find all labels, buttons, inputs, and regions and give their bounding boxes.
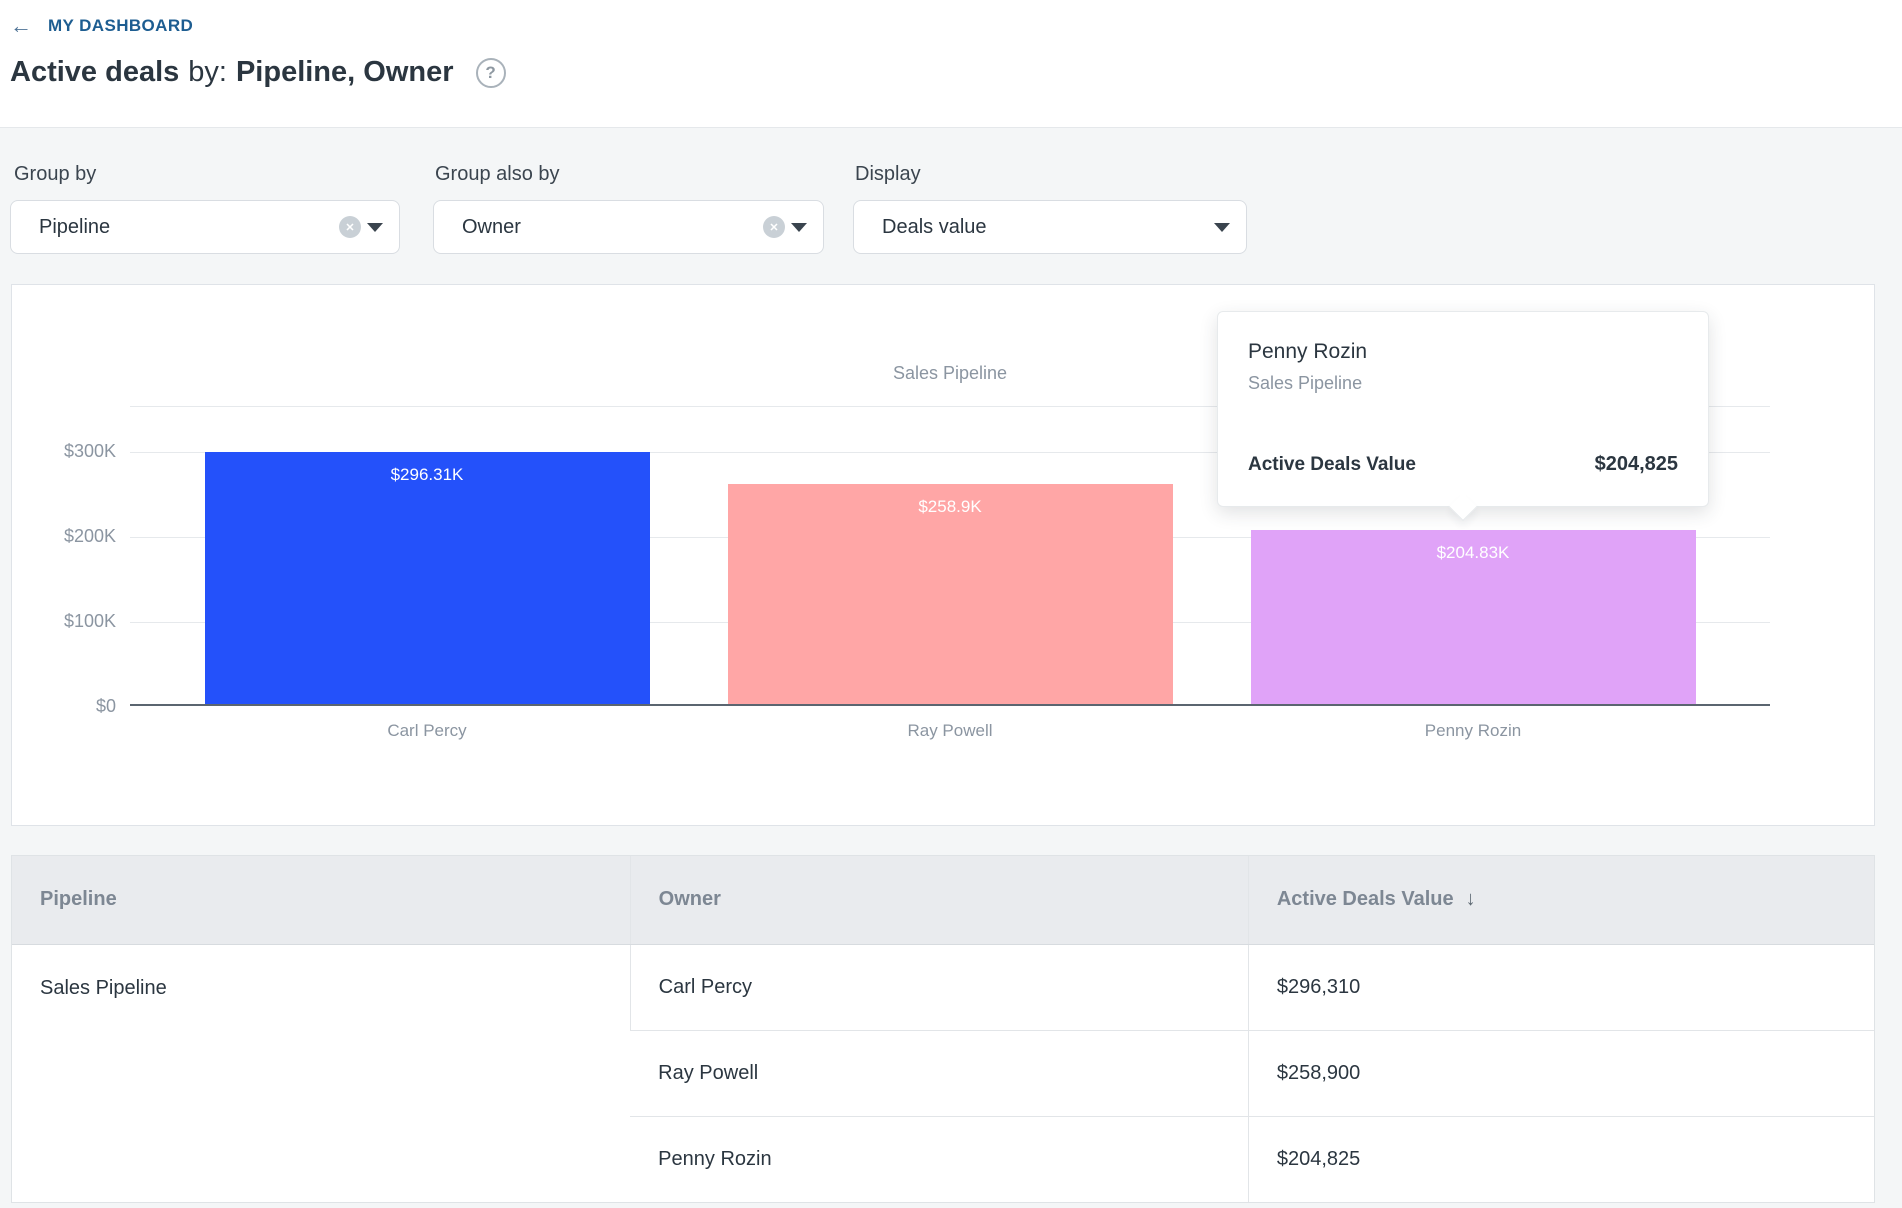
owner-cell: Carl Percy: [629, 944, 1249, 1030]
display-value: Deals value: [882, 215, 987, 238]
page-header: ← MY DASHBOARD Active deals by: Pipeline…: [0, 0, 1902, 128]
owner-cell: Ray Powell: [630, 1029, 1249, 1116]
x-axis-label: Penny Rozin: [1424, 721, 1522, 740]
chart-title: Sales Pipeline: [892, 363, 1008, 383]
column-header-pipeline[interactable]: Pipeline: [12, 856, 631, 945]
y-axis-tick: $100K: [63, 611, 116, 631]
display-label: Display: [855, 163, 921, 185]
plot-area: $296.31K $258.9K $204.83K: [130, 406, 1770, 706]
tooltip-pipeline-name: Sales Pipeline: [1248, 373, 1363, 393]
table-row: Sales Pipeline Carl Percy $296,310: [12, 944, 1874, 1202]
column-header-owner[interactable]: Owner: [629, 856, 1249, 945]
column-header-active-deals-value[interactable]: Active Deals Value ↓: [1247, 856, 1874, 945]
y-axis-tick: $300K: [63, 441, 116, 461]
chart-panel: Sales Pipeline $0 $100K $200K $300K $296…: [11, 284, 1875, 826]
results-table: Pipeline Owner Active Deals Value ↓ Sales…: [11, 855, 1875, 1203]
x-axis-label: Ray Powell: [907, 721, 993, 740]
title-groupings: Pipeline, Owner: [235, 56, 454, 88]
group-also-by-dropdown[interactable]: Owner ✕: [433, 200, 824, 254]
clear-icon[interactable]: ✕: [339, 216, 361, 238]
breadcrumb-label[interactable]: MY DASHBOARD: [48, 16, 194, 35]
bar-carl-percy[interactable]: $296.31K: [204, 452, 650, 704]
breadcrumb[interactable]: ← MY DASHBOARD: [10, 14, 193, 38]
help-icon[interactable]: ?: [475, 57, 506, 88]
bar-group: $296.31K $258.9K $204.83K: [130, 452, 1770, 704]
group-by-dropdown[interactable]: Pipeline ✕: [10, 200, 400, 254]
group-by-label: Group by: [14, 163, 97, 185]
bar-value-label: $296.31K: [390, 465, 464, 484]
x-axis-label: Carl Percy: [387, 721, 467, 740]
bar-penny-rozin[interactable]: $204.83K: [1250, 530, 1696, 704]
group-also-by-label: Group also by: [435, 163, 560, 185]
group-also-by-value: Owner: [462, 215, 521, 238]
group-by-value: Pipeline: [39, 215, 111, 238]
gridline: [130, 452, 1770, 453]
table-row: Ray Powell $258,900: [12, 1029, 1874, 1116]
table-row: Penny Rozin $204,825: [12, 1115, 1874, 1202]
tooltip-metric-value: $204,825: [1594, 453, 1678, 475]
tooltip-metric-row: Active Deals Value $204,825: [1248, 453, 1678, 476]
y-axis-tick: $0: [95, 696, 116, 716]
back-arrow-icon[interactable]: ←: [10, 13, 32, 38]
value-cell: $296,310: [1247, 944, 1874, 1030]
x-axis-labels: Carl Percy Ray Powell Penny Rozin: [130, 721, 1770, 741]
y-axis-tick: $200K: [63, 526, 116, 546]
clear-icon[interactable]: ✕: [763, 216, 785, 238]
bar-ray-powell[interactable]: $258.9K: [727, 484, 1173, 704]
bar-value-label: $258.9K: [918, 497, 982, 516]
tooltip-metric-label: Active Deals Value: [1248, 454, 1416, 475]
column-header-label: Active Deals Value: [1276, 888, 1454, 911]
report-name: Active deals: [10, 56, 180, 88]
chevron-down-icon[interactable]: [1214, 222, 1230, 232]
title-by-text: by:: [188, 56, 227, 88]
pipeline-cell: Sales Pipeline: [12, 944, 631, 1202]
chevron-down-icon[interactable]: [791, 222, 807, 232]
display-dropdown[interactable]: Deals value: [853, 200, 1247, 254]
owner-cell: Penny Rozin: [630, 1115, 1249, 1202]
sort-descending-icon[interactable]: ↓: [1465, 888, 1476, 911]
value-cell: $204,825: [1247, 1115, 1874, 1202]
value-cell: $258,900: [1247, 1029, 1874, 1116]
page-title: Active deals by: Pipeline, Owner ?: [10, 56, 506, 89]
chevron-down-icon[interactable]: [367, 222, 383, 232]
chart-tooltip: Penny Rozin Sales Pipeline Active Deals …: [1217, 311, 1709, 507]
bar-value-label: $204.83K: [1436, 543, 1510, 562]
table-header-row: Pipeline Owner Active Deals Value ↓: [12, 856, 1874, 945]
tooltip-owner-name: Penny Rozin: [1248, 340, 1368, 363]
